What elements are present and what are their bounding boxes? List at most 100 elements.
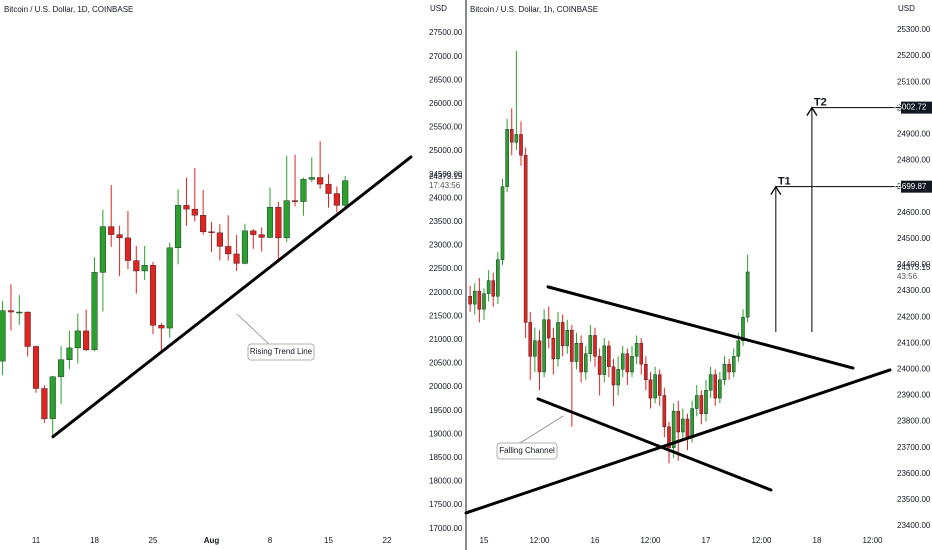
y-tick-label: 26000.00 [429,99,463,108]
y-tick-label: 18000.00 [429,477,463,486]
y-tick-label: 24800.00 [897,156,931,165]
candle-body [325,183,332,194]
candle-body [141,265,148,272]
x-tick-label: Aug [204,536,220,545]
candle-body [639,343,644,365]
candle-body [685,418,690,438]
y-tick-label: 27500.00 [429,28,463,37]
candle-body [509,129,514,143]
y-axis-label: USD [430,4,447,13]
candle-body [620,353,625,370]
x-tick-label: 11 [32,536,41,545]
x-tick-label: 12:00 [862,536,883,545]
x-tick-label: 17 [702,536,711,545]
candle-body [216,232,223,247]
y-tick-label: 24900.00 [897,130,931,139]
callout-text: Rising Trend Line [250,347,313,356]
x-tick-label: 22 [383,536,392,545]
y-tick-label: 23600.00 [897,469,931,478]
candle-body [694,395,699,409]
countdown: 17:43:56 [429,181,461,190]
callout-box [247,343,315,361]
y-tick-label: 25500.00 [429,123,463,132]
target-label: T2 [814,97,827,109]
candle-body [667,426,671,448]
candle-body [7,310,14,313]
y-tick-label: 25300.00 [897,25,931,34]
candle-body [0,310,6,362]
chart-title: Bitcoin / U.S. Dollar, 1D, COINBASE [4,5,133,14]
last-price-tag: 24373.15 [429,172,463,181]
trend-line [536,397,773,492]
y-tick-label: 25100.00 [897,77,931,86]
y-tick-label: 24400.00 [897,260,931,269]
candle-body [91,272,98,350]
candle-body [300,179,307,202]
candle-body [662,395,667,428]
candle-body [283,200,290,239]
candle-body [708,374,713,391]
y-axis-label: USD [898,4,915,13]
trend-line [546,285,855,370]
candle-body [258,234,265,238]
x-tick-label: 16 [591,536,600,545]
candle-body [472,290,477,305]
candle-body [648,379,653,399]
y-tick-label: 22000.00 [429,288,463,297]
y-tick-label: 25000.00 [429,146,463,155]
x-tick-label: 12:00 [751,536,772,545]
candles [468,50,750,464]
candle-body [602,345,607,375]
candle-body [158,325,165,329]
candle-body [514,134,519,143]
candle-body [519,134,523,156]
candle-body [124,237,131,261]
candle-body [546,319,551,339]
last-price-tag: 24373.15 [897,263,931,272]
candle-body [699,395,704,414]
y-tick-label: 26500.00 [429,75,463,84]
candle-body [718,379,722,399]
y-tick-label: 23700.00 [897,443,931,452]
candle-body [611,366,616,386]
candle-body [241,230,248,264]
candle-body [616,369,620,386]
candle-body [722,363,727,381]
y-tick-label: 22500.00 [429,264,463,273]
candle-body [74,330,81,349]
candle-body [16,311,23,314]
candle-body [644,363,648,381]
candle-body [653,374,657,399]
candle-body [49,376,56,419]
candle-body [266,207,274,238]
candle-body [630,356,634,373]
candle-body [41,388,48,419]
candle-body [342,180,349,206]
y-tick-label: 23500.00 [429,217,463,226]
candle-body [565,330,570,347]
candle-body [482,293,486,310]
trend-line [464,368,892,515]
callout-pointer [516,415,564,446]
candle-body [583,353,588,373]
x-tick-label: 8 [268,536,273,545]
x-tick-label: 12:00 [529,536,550,545]
candle-body [528,322,533,357]
candle-body [308,177,315,180]
trend-line [51,155,413,439]
countdown: 43:56 [897,272,918,281]
y-tick-label: 19000.00 [429,429,463,438]
candle-body [727,363,731,373]
candle-body [500,186,505,260]
target-price-tag: 25002.72 [893,103,927,112]
candle-body [671,410,676,448]
candle-body [250,230,257,235]
y-tick-label: 24000.00 [429,193,463,202]
candle-body [731,356,736,373]
price-tag-bg [901,101,932,114]
candle-body [491,280,496,297]
candle-body [200,215,207,232]
chart-title: Bitcoin / U.S. Dollar, 1h, COINBASE [470,5,598,14]
candle-body [468,296,472,305]
candle-body [690,408,694,438]
